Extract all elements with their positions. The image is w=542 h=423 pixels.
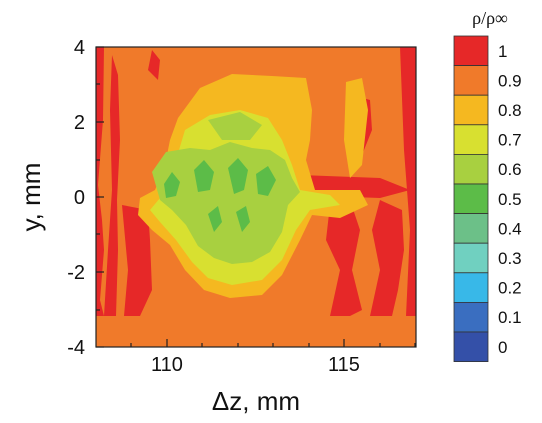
y-tick-label-neg2: -2 — [67, 262, 85, 284]
colorbar: 1 0.9 0.8 0.7 0.6 0.5 0.4 0.3 0.2 0.1 0 — [453, 35, 522, 363]
colorbar-swatch-0.8 — [453, 94, 489, 126]
colorbar-swatch-0.4 — [453, 213, 489, 244]
colorbar-swatch-0 — [453, 331, 489, 363]
colorbar-swatch-0.3 — [453, 242, 489, 274]
y-tick-label-4: 4 — [74, 37, 85, 59]
colorbar-label-0.4: 0.4 — [498, 219, 522, 238]
colorbar-swatch-0.2 — [453, 272, 489, 303]
y-tick-label-0: 0 — [74, 187, 85, 209]
colorbar-label-0.6: 0.6 — [498, 160, 522, 179]
colorbar-swatch-0.7 — [453, 124, 489, 155]
x-tick-label-110: 110 — [151, 354, 183, 376]
colorbar-label-0.8: 0.8 — [498, 101, 522, 120]
colorbar-label-0.7: 0.7 — [498, 131, 522, 150]
colorbar-label-0: 0 — [498, 338, 507, 357]
x-axis — [130, 339, 416, 347]
colorbar-label-0.1: 0.1 — [498, 308, 522, 327]
y-axis — [96, 46, 104, 348]
colorbar-swatch-0.9 — [453, 65, 489, 96]
colorbar-swatch-1 — [453, 35, 489, 67]
colorbar-swatch-0.1 — [453, 301, 489, 333]
colorbar-title: ρ/ρ∞ — [472, 8, 508, 28]
colorbar-label-0.9: 0.9 — [498, 71, 522, 90]
x-tick-label-115: 115 — [328, 354, 360, 376]
y-axis-label: y, mm — [16, 163, 46, 232]
colorbar-swatch-0.6 — [453, 153, 489, 185]
plot-area — [96, 47, 416, 347]
colorbar-label-0.2: 0.2 — [498, 279, 522, 298]
x-axis-label: Δz, mm — [212, 386, 300, 416]
y-tick-label-2: 2 — [74, 112, 85, 134]
colorbar-swatch-0.5 — [453, 183, 489, 215]
contour-level-0.5 — [164, 158, 276, 232]
y-tick-label-neg4: -4 — [67, 337, 85, 359]
colorbar-label-0.5: 0.5 — [498, 190, 522, 209]
colorbar-label-1: 1 — [498, 42, 507, 61]
contour-bottom-band — [96, 316, 416, 347]
colorbar-label-0.3: 0.3 — [498, 249, 522, 268]
